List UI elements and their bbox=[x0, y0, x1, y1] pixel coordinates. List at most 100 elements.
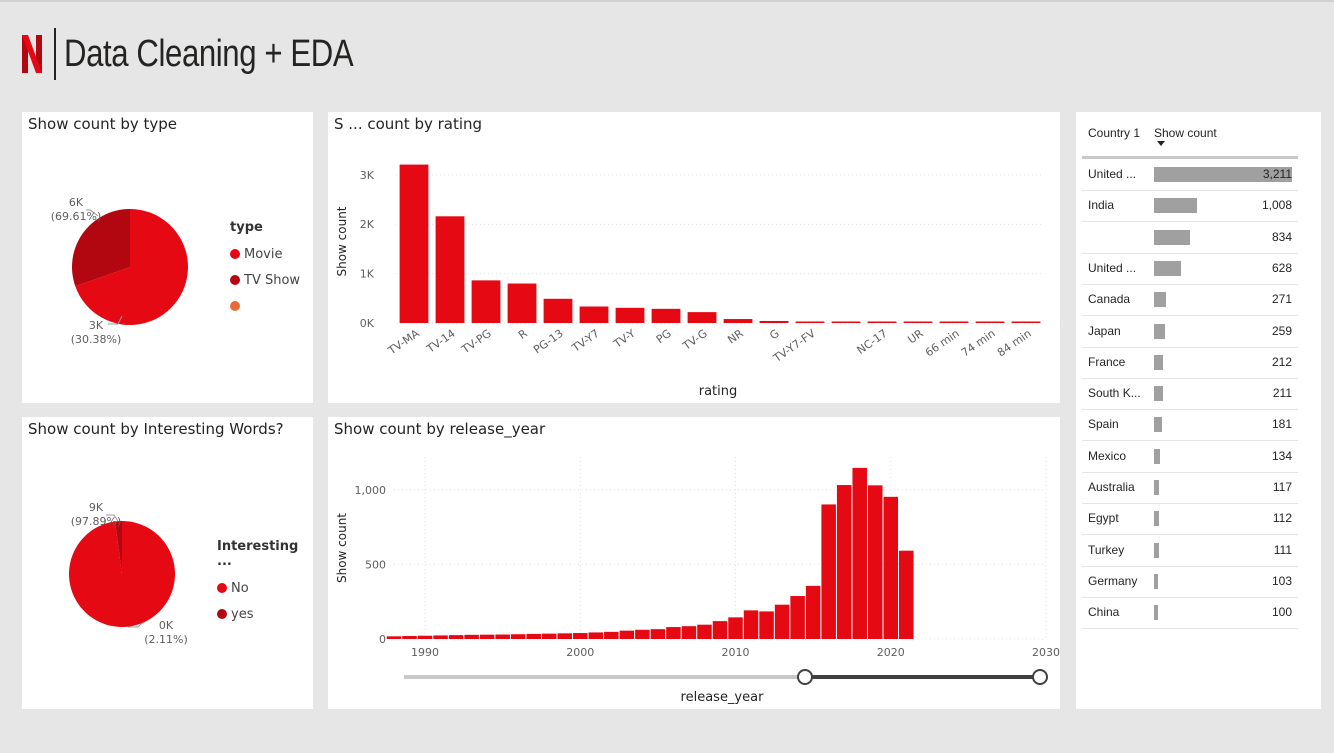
type-legend-title: type bbox=[230, 220, 263, 235]
rating-bar bbox=[831, 321, 861, 323]
table-row[interactable]: South K... 211 bbox=[1082, 378, 1298, 411]
year-bar bbox=[899, 550, 914, 639]
header-separator bbox=[54, 28, 56, 80]
interesting-legend-title: Interesting ... bbox=[217, 539, 299, 569]
show-count-value: 271 bbox=[1271, 292, 1292, 307]
data-bar bbox=[1154, 167, 1292, 182]
legend-item-movie[interactable]: Movie bbox=[230, 241, 300, 267]
rating-y-tick-label: 3K bbox=[360, 169, 375, 182]
interesting-pie-data-label: 9K bbox=[89, 501, 104, 514]
rating-y-tick-label: 0K bbox=[360, 317, 375, 330]
table-row[interactable]: Egypt 112 bbox=[1082, 503, 1298, 536]
table-row[interactable]: United ... 3,211 bbox=[1082, 159, 1298, 191]
year-bar bbox=[728, 617, 743, 639]
rating-x-tick-label: TV-Y7 bbox=[569, 327, 602, 355]
type-pie-leader-line bbox=[86, 209, 99, 217]
year-bar bbox=[619, 630, 635, 639]
show-count-value: 181 bbox=[1271, 417, 1292, 432]
interesting-pie-chart[interactable]: 9K(97.89%) 0K(2.11%) bbox=[22, 417, 313, 709]
table-row[interactable]: Spain 181 bbox=[1082, 409, 1298, 442]
year-bar bbox=[526, 633, 541, 639]
legend-item-tv-show[interactable]: TV Show bbox=[230, 267, 300, 293]
data-bar bbox=[1154, 292, 1166, 308]
year-bar-panel[interactable]: Show count by release_year 0 500 1,000 1990… bbox=[328, 417, 1060, 709]
year-bar bbox=[573, 633, 588, 639]
country-name: India bbox=[1088, 198, 1115, 213]
rating-x-tick-label: TV-PG bbox=[459, 327, 494, 357]
rating-bar bbox=[579, 306, 609, 323]
table-row[interactable]: Canada 271 bbox=[1082, 284, 1298, 317]
country-name: France bbox=[1088, 354, 1126, 369]
year-bar bbox=[417, 635, 433, 639]
column-header-country[interactable]: Country 1 bbox=[1088, 126, 1141, 140]
table-row[interactable]: 834 bbox=[1082, 222, 1298, 254]
type-pie-leader-line bbox=[108, 315, 123, 325]
legend-label: Movie bbox=[244, 246, 283, 262]
rating-bar bbox=[543, 298, 573, 323]
rating-bar-chart[interactable]: 0K 1K 2K 3K TV-MA TV-14 TV-PG R PG-13 TV-Y7 TV-Y PG… bbox=[328, 112, 1060, 403]
type-pie-title: Show count by type bbox=[28, 115, 178, 133]
sort-descending-icon[interactable] bbox=[1157, 141, 1165, 147]
table-row[interactable]: Turkey 111 bbox=[1082, 535, 1298, 567]
interesting-pie-title: Show count by Interesting Words? bbox=[28, 420, 284, 438]
legend-item-yes[interactable]: yes bbox=[217, 601, 313, 627]
legend-dot-icon bbox=[217, 583, 227, 593]
data-bar bbox=[1154, 198, 1198, 214]
year-slider-handle-start[interactable] bbox=[797, 669, 813, 685]
type-pie-data-label-pct: (30.38%) bbox=[71, 333, 122, 346]
rating-bar-title: S ... count by rating bbox=[334, 115, 483, 133]
rating-x-tick-label: 74 min bbox=[959, 327, 998, 360]
rating-x-tick-label: NR bbox=[725, 327, 746, 347]
year-bar bbox=[805, 585, 821, 639]
legend-dot-icon bbox=[230, 301, 240, 311]
interesting-pie-leader-line bbox=[128, 622, 143, 628]
interesting-pie-leader-line bbox=[106, 514, 119, 522]
table-row[interactable]: France 212 bbox=[1082, 347, 1298, 379]
column-header-show-count[interactable]: Show count bbox=[1154, 126, 1217, 140]
legend-dot-icon bbox=[230, 249, 240, 259]
data-bar bbox=[1154, 354, 1164, 370]
type-pie-chart[interactable]: 6K(69.61%) 3K(30.38%) bbox=[22, 112, 313, 403]
header-underline bbox=[1082, 156, 1298, 159]
country-name: United ... bbox=[1088, 167, 1137, 181]
table-row[interactable]: United ... 628 bbox=[1082, 253, 1298, 285]
year-bar bbox=[821, 504, 836, 639]
show-count-value: 103 bbox=[1271, 573, 1292, 588]
show-count-value: 111 bbox=[1273, 542, 1292, 557]
rating-x-axis-title: rating bbox=[699, 384, 738, 399]
interesting-pie-panel[interactable]: Show count by Interesting Words? 9K (97.8… bbox=[22, 417, 313, 709]
legend-label: yes bbox=[231, 606, 254, 622]
rating-x-tick-label: NC-17 bbox=[855, 327, 890, 357]
data-bar bbox=[1154, 386, 1164, 402]
table-row[interactable]: Germany 103 bbox=[1082, 566, 1298, 598]
year-bar bbox=[650, 629, 666, 639]
year-bar-title: Show count by release_year bbox=[334, 420, 546, 438]
year-bar-chart[interactable]: 0 500 1,000 1990 2000 2010 2020 2030 Show count r… bbox=[328, 417, 1060, 709]
year-bar bbox=[464, 634, 479, 639]
type-legend[interactable]: type Movie TV Show bbox=[230, 220, 300, 319]
table-row[interactable]: Australia 117 bbox=[1082, 472, 1298, 504]
legend-label: TV Show bbox=[244, 272, 301, 288]
rating-x-tick-label: 66 min bbox=[923, 327, 962, 360]
country-name: United ... bbox=[1088, 260, 1137, 275]
legend-item-blank[interactable] bbox=[230, 293, 300, 319]
data-bar bbox=[1154, 605, 1159, 621]
type-pie-panel[interactable]: Show count by type 6K (69.61%) 3K (30.38%) … bbox=[22, 112, 313, 403]
table-row[interactable]: India 1,008 bbox=[1082, 190, 1298, 223]
table-row[interactable]: Mexico 134 bbox=[1082, 441, 1298, 473]
year-bar bbox=[743, 610, 759, 639]
table-row[interactable]: China 100 bbox=[1082, 597, 1298, 630]
show-count-value: 1,008 bbox=[1261, 198, 1292, 213]
legend-dot-icon bbox=[230, 275, 240, 285]
year-bar bbox=[479, 634, 495, 639]
year-slider-handle-end[interactable] bbox=[1032, 669, 1048, 685]
legend-item-no[interactable]: No bbox=[217, 575, 313, 601]
data-bar bbox=[1154, 542, 1159, 558]
rating-x-tick-label: TV-Y bbox=[611, 327, 638, 352]
table-row[interactable]: Japan 259 bbox=[1082, 316, 1298, 348]
year-y-tick-label: 500 bbox=[365, 558, 386, 571]
country-table-panel[interactable]: Country 1 Show count United ... 3,211 Indi… bbox=[1076, 112, 1321, 709]
country-name: Australia bbox=[1088, 480, 1135, 494]
rating-bar-panel[interactable]: S ... count by rating 0K 1K 2K 3K TV-MA TV-14… bbox=[328, 112, 1060, 403]
interesting-legend[interactable]: Interesting ... No yes bbox=[217, 539, 313, 627]
